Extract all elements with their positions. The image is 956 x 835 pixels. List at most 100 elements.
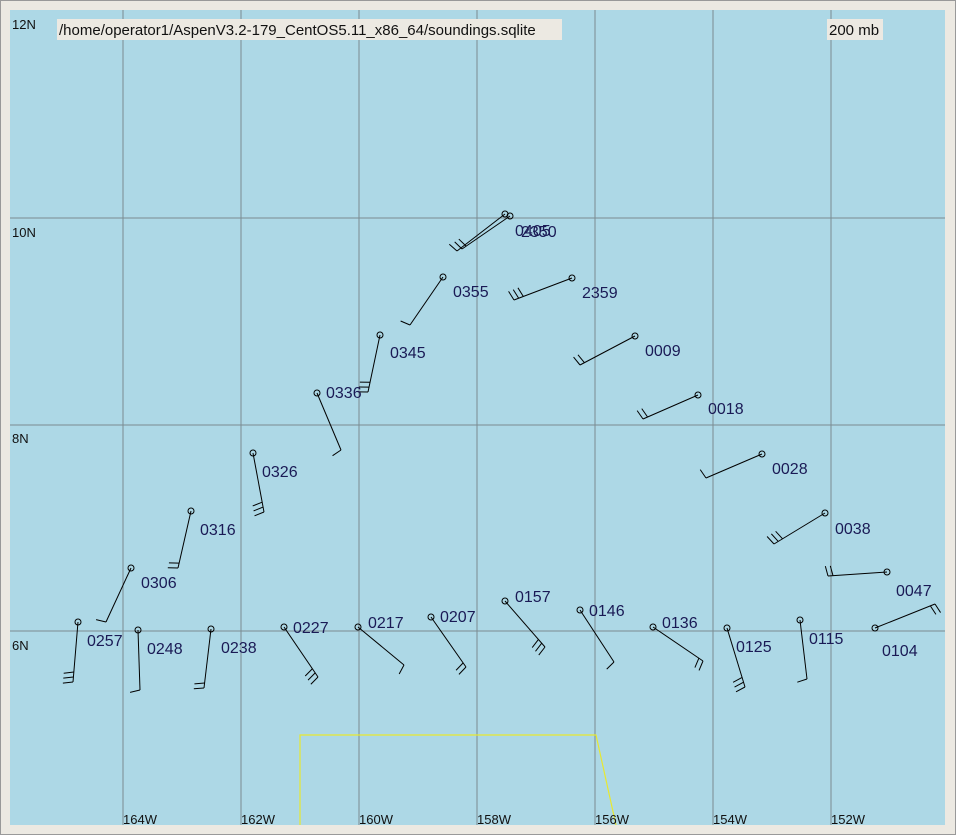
wind-barb	[606, 661, 615, 670]
wind-barb	[573, 356, 581, 366]
wind-barb	[934, 603, 941, 613]
wind-barb	[538, 646, 546, 656]
station-marker	[127, 564, 135, 572]
wind-staff	[461, 215, 511, 250]
wind-staff	[252, 452, 265, 513]
wind-barb	[454, 241, 463, 250]
station-label: 0336	[326, 385, 362, 402]
wind-barb	[508, 291, 515, 301]
station-label: 0047	[896, 583, 932, 600]
wind-barb	[735, 686, 746, 693]
station-label: 0355	[453, 284, 489, 301]
station-label: 0009	[645, 343, 681, 360]
wind-barb	[512, 289, 520, 299]
wind-staff	[705, 453, 763, 479]
lon-label: 164W	[123, 812, 158, 827]
wind-barb	[577, 354, 585, 363]
wind-staff	[652, 626, 704, 662]
wind-barb	[310, 676, 319, 685]
station-marker	[883, 568, 891, 576]
station-marker	[313, 389, 321, 397]
station-marker	[723, 624, 731, 632]
station-marker	[871, 624, 879, 632]
wind-staff	[726, 627, 746, 688]
station-marker	[376, 331, 384, 339]
level: 200 mb	[829, 22, 879, 39]
wind-barb	[775, 530, 783, 540]
lon-label: 162W	[241, 812, 276, 827]
lon-label: 160W	[359, 812, 394, 827]
wind-barb	[699, 469, 707, 479]
wind-barb	[193, 687, 205, 690]
wind-barb	[458, 666, 467, 675]
wind-barb	[455, 662, 464, 671]
station-label: 0207	[440, 609, 476, 626]
wind-barb	[636, 410, 644, 420]
station-label: 0405	[515, 223, 551, 240]
wind-barb	[194, 682, 205, 685]
boundary	[299, 734, 617, 826]
station-marker	[501, 597, 509, 605]
station-marker	[427, 613, 435, 621]
wind-staff	[316, 392, 342, 451]
lat-label: 12N	[12, 17, 36, 32]
wind-staff	[137, 629, 141, 691]
wind-barb	[771, 533, 779, 542]
station-marker	[506, 212, 514, 220]
station-label: 0125	[736, 639, 772, 656]
lat-label: 6N	[12, 638, 29, 653]
station-marker	[187, 507, 195, 515]
station-marker	[354, 623, 362, 631]
station-label: 0157	[515, 589, 551, 606]
wind-barb	[448, 243, 458, 252]
station-label: 0018	[708, 401, 744, 418]
wind-barb	[829, 565, 834, 576]
wind-staff	[105, 567, 132, 623]
station-marker	[249, 449, 257, 457]
wind-staff	[357, 626, 405, 666]
wind-barb	[400, 320, 411, 326]
wind-barb	[304, 668, 313, 677]
wind-barb	[252, 501, 263, 507]
station-label: 0238	[221, 640, 257, 657]
wind-barb	[63, 676, 74, 679]
station-label: 0257	[87, 633, 123, 650]
station-marker	[796, 616, 804, 624]
wind-staff	[203, 628, 212, 689]
wind-staff	[579, 335, 636, 366]
station-label: 0038	[835, 521, 871, 538]
wind-barb	[253, 506, 264, 512]
station-marker	[649, 623, 657, 631]
station-marker	[280, 623, 288, 631]
wind-barb	[517, 287, 524, 297]
wind-barb	[129, 689, 141, 693]
lat-label: 8N	[12, 431, 29, 446]
wind-barb	[766, 536, 775, 545]
station-marker	[439, 273, 447, 281]
station-marker	[207, 625, 215, 633]
station-marker	[576, 606, 584, 614]
wind-barb	[929, 605, 937, 615]
wind-staff	[430, 616, 467, 668]
lat-label: 10N	[12, 225, 36, 240]
station-label: 0028	[772, 461, 808, 478]
wind-staff	[72, 621, 79, 683]
wind-barb	[732, 676, 743, 683]
station-marker	[694, 391, 702, 399]
station-marker	[568, 274, 576, 282]
wind-barb	[307, 672, 316, 681]
station-label: 0115	[809, 631, 844, 648]
wind-barb	[734, 681, 744, 688]
station-marker	[134, 626, 142, 634]
station-marker	[631, 332, 639, 340]
graticule	[10, 10, 945, 825]
lon-label: 158W	[477, 812, 512, 827]
station-label: 0146	[589, 603, 625, 620]
lon-label: 154W	[713, 812, 748, 827]
wind-staff	[283, 626, 319, 678]
wind-barb	[698, 660, 704, 671]
lon-label: 156W	[595, 812, 630, 827]
wind-barb	[824, 566, 829, 577]
wind-barb	[95, 619, 107, 623]
station-label: 0227	[293, 620, 329, 637]
